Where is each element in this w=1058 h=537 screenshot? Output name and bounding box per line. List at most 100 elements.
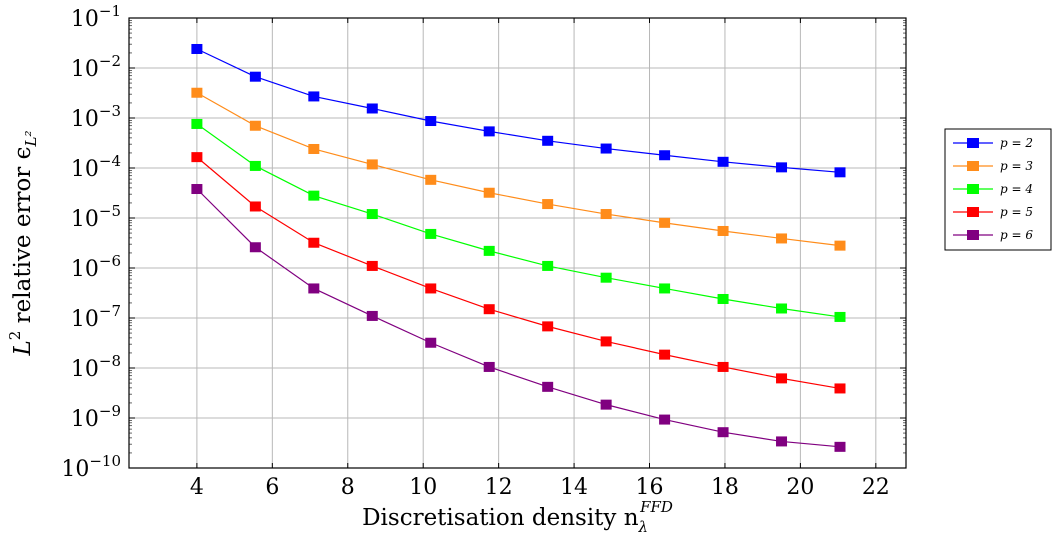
data-point-marker: [834, 312, 845, 322]
series-line: [197, 157, 840, 388]
data-point-marker: [659, 350, 670, 360]
data-point-marker: [308, 191, 319, 201]
data-point-marker: [718, 294, 729, 304]
series-group: [191, 44, 845, 452]
y-tick-label: 10−3: [71, 102, 121, 132]
data-point-marker: [542, 321, 553, 331]
data-point-marker: [718, 427, 729, 437]
series-p=3: [191, 88, 845, 251]
x-tick-label: 4: [190, 475, 204, 500]
data-point-marker: [542, 382, 553, 392]
data-point-marker: [308, 238, 319, 248]
y-axis-label-sub: L²: [22, 131, 40, 148]
x-tick-label: 8: [341, 475, 355, 500]
data-point-marker: [484, 188, 495, 198]
grid: [129, 18, 906, 468]
data-point-marker: [484, 362, 495, 372]
plot-frame: [129, 18, 906, 468]
data-point-marker: [425, 283, 436, 293]
data-point-marker: [250, 201, 261, 211]
series-line: [197, 124, 840, 317]
series-line: [197, 93, 840, 246]
series-line: [197, 49, 840, 172]
data-point-marker: [191, 184, 202, 194]
data-point-marker: [834, 167, 845, 177]
legend-swatch-marker: [967, 230, 979, 240]
x-tick-label: 20: [786, 475, 814, 500]
data-point-marker: [484, 126, 495, 136]
data-point-marker: [542, 261, 553, 271]
x-tick-label: 22: [862, 475, 890, 500]
data-point-marker: [191, 88, 202, 98]
data-point-marker: [191, 119, 202, 129]
data-point-marker: [250, 242, 261, 252]
y-tick-label: 10−7: [71, 302, 121, 332]
data-point-marker: [542, 136, 553, 146]
y-tick-label: 10−2: [71, 52, 121, 82]
data-point-marker: [367, 261, 378, 271]
data-point-marker: [601, 209, 612, 219]
data-point-marker: [834, 241, 845, 251]
data-point-marker: [425, 229, 436, 239]
x-tick-label: 12: [485, 475, 513, 500]
data-point-marker: [776, 436, 787, 446]
data-point-marker: [542, 199, 553, 209]
x-axis-label-sub: λ: [638, 518, 649, 536]
axis-ticks: 4 6 8 10 12 14 16 18 20 2210−110−210−310−410−510−…: [61, 2, 906, 500]
legend-label: p = 3: [1000, 159, 1033, 173]
data-point-marker: [776, 162, 787, 172]
data-point-marker: [308, 144, 319, 154]
legend-label: p = 6: [1000, 228, 1033, 242]
data-point-marker: [659, 283, 670, 293]
y-axis-label-sup: 2: [6, 331, 24, 341]
x-axis-label-text: Discretisation density n: [362, 505, 639, 531]
y-axis-label: L2 relative error ϵL²: [6, 131, 40, 357]
data-point-marker: [367, 159, 378, 169]
data-point-marker: [250, 121, 261, 131]
data-point-marker: [425, 116, 436, 126]
y-tick-label: 10−9: [71, 402, 121, 432]
y-tick-label: 10−1: [71, 2, 121, 32]
legend-swatch-marker: [967, 184, 979, 194]
x-axis-label: Discretisation density nλ FFD: [362, 498, 673, 536]
y-tick-label: 10−8: [71, 352, 121, 382]
data-point-marker: [250, 72, 261, 82]
y-axis-label-l: L: [10, 340, 36, 356]
y-tick-label: 10−6: [71, 252, 121, 282]
x-tick-label: 14: [560, 475, 588, 500]
data-point-marker: [601, 336, 612, 346]
data-point-marker: [308, 91, 319, 101]
x-tick-label: 10: [409, 475, 437, 500]
data-point-marker: [250, 161, 261, 171]
data-point-marker: [834, 383, 845, 393]
series-p=5: [191, 152, 845, 393]
legend-label: p = 2: [1000, 136, 1033, 150]
data-point-marker: [659, 150, 670, 160]
x-tick-label: 18: [711, 475, 739, 500]
x-axis-label-sup: FFD: [639, 498, 673, 516]
y-tick-label: 10−10: [61, 452, 121, 482]
x-tick-label: 6: [265, 475, 279, 500]
data-point-marker: [367, 311, 378, 321]
data-point-marker: [659, 218, 670, 228]
data-point-marker: [367, 103, 378, 113]
data-point-marker: [425, 338, 436, 348]
data-point-marker: [601, 400, 612, 410]
data-point-marker: [718, 157, 729, 167]
data-point-marker: [718, 226, 729, 236]
data-point-marker: [776, 303, 787, 313]
data-point-marker: [191, 44, 202, 54]
y-axis-label-text: relative error ϵ: [10, 147, 36, 331]
data-point-marker: [484, 246, 495, 256]
series-p=4: [191, 119, 845, 322]
x-tick-label: 16: [636, 475, 664, 500]
data-point-marker: [718, 362, 729, 372]
data-point-marker: [776, 233, 787, 243]
legend-swatch-marker: [967, 138, 979, 148]
data-point-marker: [659, 415, 670, 425]
legend-label: p = 5: [1000, 205, 1033, 219]
legend-swatch-marker: [967, 161, 979, 171]
data-point-marker: [601, 144, 612, 154]
legend-swatch-marker: [967, 207, 979, 217]
